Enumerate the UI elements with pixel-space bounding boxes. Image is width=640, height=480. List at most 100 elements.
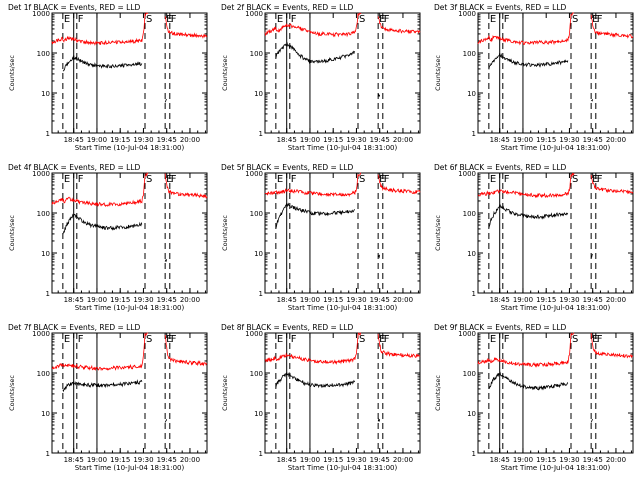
panel-det-1: Det 1f BLACK = Events, RED = LLD 1 10 100 10… [8,3,208,152]
plot-frame [264,332,421,454]
series-lld-line [477,172,575,199]
time-marker-label: F [291,14,297,25]
time-marker-label: F [171,334,177,345]
time-marker-label: E [490,334,496,345]
plot-frame [51,12,208,134]
time-marker-label: E [64,174,70,185]
series-lld-line-late [164,173,208,199]
time-marker-label: E [592,14,598,25]
x-tick-label: 18:45 [490,136,510,144]
x-tick-label: 19:30 [133,456,153,464]
x-tick-label: 19:15 [110,296,130,304]
series-lld-line-late [377,16,421,35]
panel-title: Det 6f BLACK = Events, RED = LLD [434,163,567,172]
time-marker-label: F [597,334,603,345]
series-events-line [275,371,356,389]
x-tick-label: 20:00 [393,136,413,144]
time-marker-label: F [78,14,84,25]
y-tick-label: 1000 [245,170,263,178]
plot-frame [477,12,634,134]
time-marker-label: E [166,334,172,345]
series-events-line-late [377,254,381,259]
time-marker-label: F [78,174,84,185]
time-marker-label: S [359,14,365,25]
y-tick-label: 1 [46,290,50,298]
x-tick-label: 19:15 [323,136,343,144]
panel-title: Det 3f BLACK = Events, RED = LLD [434,3,567,12]
panel-title: Det 8f BLACK = Events, RED = LLD [221,323,354,332]
x-axis-label: Start Time (10-Jul-04 18:31:00) [75,464,185,472]
series-events-line [488,371,569,391]
time-marker-label: S [146,334,152,345]
x-tick-label: 18:45 [64,296,84,304]
y-tick-label: 1000 [458,330,476,338]
panel-title: Det 1f BLACK = Events, RED = LLD [8,3,141,12]
x-tick-label: 19:00 [87,136,107,144]
series-lld-line [477,12,575,46]
x-tick-label: 19:30 [133,296,153,304]
y-axis-label: Counts/sec [8,375,16,411]
x-tick-label: 19:45 [370,456,390,464]
y-tick-label: 1 [46,450,50,458]
y-tick-label: 1000 [32,330,50,338]
x-axis-label: Start Time (10-Jul-04 18:31:00) [501,304,611,312]
y-tick-label: 1 [259,130,263,138]
x-tick-label: 20:00 [606,296,626,304]
time-marker-label: F [384,174,390,185]
series-lld-line-late [590,174,634,195]
y-tick-label: 1 [472,450,476,458]
panel-det-4: Det 4f BLACK = Events, RED = LLD 1 10 100 10… [8,163,208,312]
time-marker-label: E [379,14,385,25]
y-tick-label: 100 [250,50,263,58]
series-events-line-late [164,259,168,263]
y-tick-label: 100 [463,370,476,378]
y-tick-label: 10 [467,410,476,418]
x-tick-label: 19:15 [536,456,556,464]
y-tick-label: 100 [463,50,476,58]
panel-det-3: Det 3f BLACK = Events, RED = LLD 1 10 100 10… [434,3,634,152]
time-marker-label: E [277,334,283,345]
time-marker-label: F [291,334,297,345]
x-tick-label: 19:45 [583,456,603,464]
time-marker-label: F [597,14,603,25]
y-tick-label: 1000 [458,10,476,18]
x-tick-label: 19:00 [513,136,533,144]
x-tick-label: 18:45 [277,296,297,304]
x-tick-label: 19:45 [583,136,603,144]
time-marker-label: F [384,334,390,345]
series-events-line-late [164,98,167,103]
series-lld-line [51,12,149,46]
series-lld-line [51,332,149,372]
time-marker-label: F [78,334,84,345]
y-axis-label: Counts/sec [434,55,442,91]
y-tick-label: 1000 [458,170,476,178]
y-tick-label: 1 [472,130,476,138]
time-marker-label: E [277,14,283,25]
series-lld-line-late [377,174,421,195]
series-events-line-late [377,93,381,98]
series-events-line-late [591,99,594,102]
x-tick-label: 19:15 [110,136,130,144]
x-tick-label: 19:00 [300,296,320,304]
time-marker-label: S [359,174,365,185]
y-tick-label: 100 [463,210,476,218]
x-tick-label: 20:00 [606,136,626,144]
x-tick-label: 20:00 [393,296,413,304]
series-lld-line-late [590,14,634,39]
series-events-line [488,53,569,70]
series-events-line [275,202,355,229]
time-marker-label: E [592,174,598,185]
time-marker-label: E [379,174,385,185]
time-marker-label: S [146,174,152,185]
panel-title: Det 2f BLACK = Events, RED = LLD [221,3,354,12]
y-tick-label: 10 [41,250,50,258]
x-axis-label: Start Time (10-Jul-04 18:31:00) [288,464,398,472]
y-tick-label: 10 [254,90,263,98]
series-lld-line [264,172,362,198]
x-tick-label: 19:15 [536,296,556,304]
y-tick-label: 1000 [245,330,263,338]
y-axis-label: Counts/sec [221,55,229,91]
series-lld-line-late [164,334,208,367]
x-axis-label: Start Time (10-Jul-04 18:31:00) [501,464,611,472]
